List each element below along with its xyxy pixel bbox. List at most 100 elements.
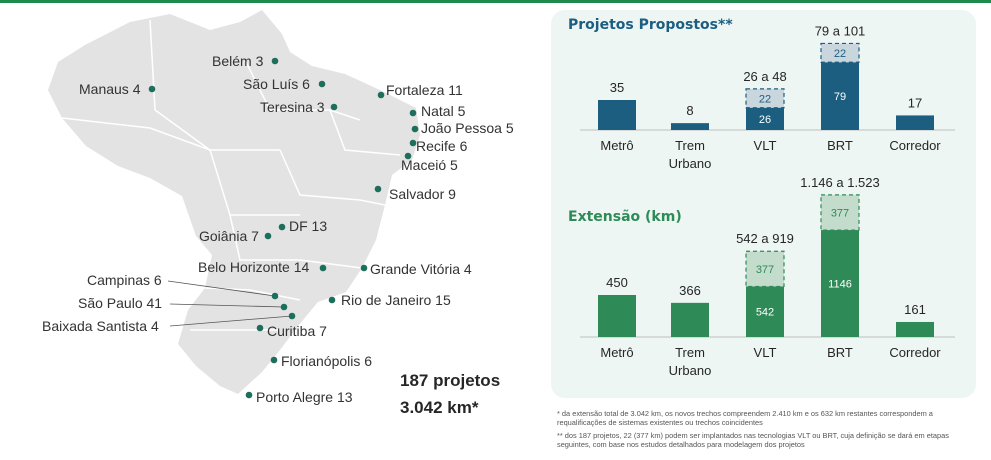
total-projects: 187 projetos (400, 371, 501, 390)
bar (896, 115, 934, 130)
city-label: Belém 3 (212, 53, 264, 69)
city-dot (409, 109, 417, 117)
city-label: Baixada Santista 4 (42, 318, 159, 334)
city-label: São Luís 6 (243, 76, 310, 92)
city-dot (318, 80, 326, 88)
city-label: Belo Horizonte 14 (198, 259, 310, 275)
city-dot (409, 139, 417, 147)
bar (598, 295, 636, 337)
city-dot (288, 312, 296, 320)
total-value-label: 26 a 48 (743, 69, 786, 84)
city-dot (360, 264, 368, 272)
city-label: Curitiba 7 (267, 323, 327, 339)
city-leader-line (169, 303, 285, 308)
bar-range (745, 250, 785, 288)
range-value-label: 377 (756, 264, 774, 276)
city-labels: Belém 3 Manaus 4 São Luís 6 Fortaleza 11 Ter… (42, 53, 514, 405)
category-label: Urbano (669, 363, 712, 378)
bar (598, 100, 636, 130)
bar-chart-1: 35 Metrô 8 Trem Urbano 22 26 26 a 48 VLT 22 79 79 a… (580, 23, 955, 171)
total-value-label: 161 (904, 302, 926, 317)
city-label: Teresina 3 (260, 99, 325, 115)
border-line (229, 214, 363, 269)
category-label: BRT (827, 138, 853, 153)
total-value-label: 35 (610, 80, 624, 95)
total-value-label: 17 (908, 95, 922, 110)
category-label: VLT (754, 345, 777, 360)
range-value-label: 22 (759, 93, 771, 105)
bar (821, 62, 859, 130)
footnote-1: * da extensão total de 3.042 km, os novo… (557, 409, 933, 427)
city-dot (256, 324, 264, 332)
city-dot (319, 264, 327, 272)
border-line (61, 117, 280, 151)
city-dot (278, 223, 286, 231)
category-label: VLT (754, 138, 777, 153)
city-dot (271, 292, 279, 300)
extensao-title: Extensão (km) (568, 209, 682, 225)
city-dot (330, 103, 338, 111)
city-dot (404, 152, 412, 160)
city-dot (374, 185, 382, 193)
city-dot (280, 303, 288, 311)
city-label: Manaus 4 (79, 81, 141, 97)
category-label: Metrô (600, 138, 633, 153)
city-dot (271, 57, 279, 65)
state-borders (61, 19, 401, 331)
city-dots (148, 57, 419, 399)
category-label: Corredor (889, 345, 941, 360)
category-label: Urbano (669, 156, 712, 171)
bar (671, 123, 709, 130)
city-label: São Paulo 41 (78, 295, 162, 311)
total-value-label: 366 (679, 283, 701, 298)
border-line (244, 59, 361, 121)
leader-lines (167, 280, 293, 327)
city-dot (245, 391, 253, 399)
brazil-map: Belém 3 Manaus 4 São Luís 6 Fortaleza 11 Ter… (42, 10, 514, 405)
border-line (329, 109, 401, 156)
base-value-label: 1146 (828, 279, 852, 291)
category-label: Metrô (600, 345, 633, 360)
base-value-label: 26 (759, 114, 771, 126)
bar-range (745, 88, 785, 109)
city-dot (411, 125, 419, 133)
city-dot (377, 91, 385, 99)
city-label: Florianópolis 6 (281, 353, 372, 369)
category-label: BRT (827, 345, 853, 360)
total-value-label: 8 (686, 103, 693, 118)
city-dot (148, 85, 156, 93)
projetos-title: Projetos Propostos** (568, 17, 733, 33)
bar (671, 302, 709, 337)
city-label: Recife 6 (416, 138, 468, 154)
city-label: Campinas 6 (87, 272, 162, 288)
city-label: Rio de Janeiro 15 (341, 292, 451, 308)
base-value-label: 79 (834, 91, 846, 103)
city-label: Porto Alegre 13 (256, 389, 353, 405)
city-label: João Pessoa 5 (421, 120, 514, 136)
base-value-label: 542 (756, 307, 774, 319)
total-value-label: 1.146 a 1.523 (800, 175, 880, 190)
total-value-label: 450 (606, 275, 628, 290)
bar-range (820, 194, 860, 231)
bar-range (820, 42, 860, 63)
bar (821, 230, 859, 337)
city-dot (264, 232, 272, 240)
border-line (149, 19, 211, 151)
city-label: Fortaleza 11 (386, 82, 463, 98)
bar (896, 321, 934, 337)
total-extension: 3.042 km* (400, 398, 479, 417)
total-value-label: 79 a 101 (815, 23, 866, 38)
city-dot (328, 296, 336, 304)
category-label: Trem (675, 138, 705, 153)
city-dot (270, 356, 278, 364)
bar (746, 286, 784, 337)
range-value-label: 22 (834, 48, 846, 60)
city-label: Maceió 5 (401, 157, 458, 173)
category-label: Trem (675, 345, 705, 360)
city-label: Salvador 9 (389, 186, 456, 202)
city-leader-line (169, 315, 293, 327)
border-line (279, 149, 386, 206)
top-accent-rule (0, 0, 991, 3)
city-label: DF 13 (289, 218, 327, 234)
